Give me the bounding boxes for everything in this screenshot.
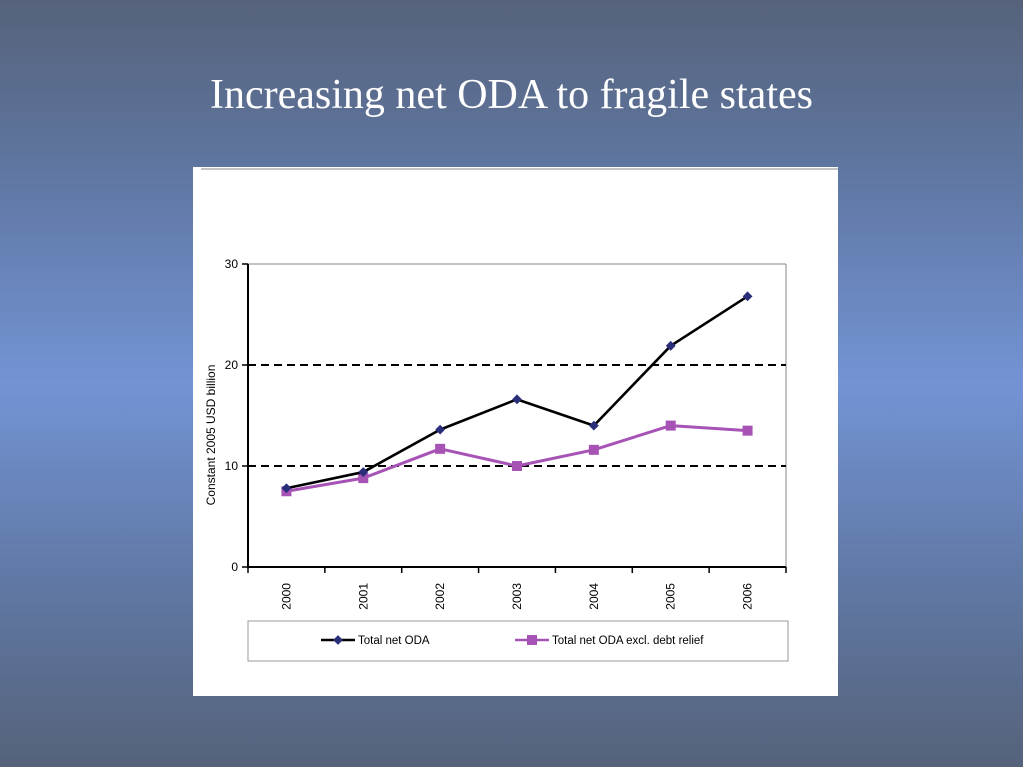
data-point <box>742 291 753 302</box>
chart-card: 0 10 20 30 2000 2001 2002 2003 2004 2005 2006 Con… <box>193 167 838 696</box>
y-tick-label: 20 <box>225 358 239 372</box>
series-layer <box>281 291 753 497</box>
data-point <box>281 483 292 494</box>
legend-label: Total net ODA excl. debt relief <box>552 635 704 647</box>
y-tick-label: 10 <box>225 459 239 473</box>
legend-swatch-marker <box>333 635 343 645</box>
x-tick-label: 2000 <box>279 583 293 610</box>
series-total-net-oda <box>281 291 753 494</box>
series-line <box>286 295 749 490</box>
x-tick-label: 2005 <box>664 583 678 610</box>
x-tick-label: 2003 <box>510 583 524 610</box>
data-point <box>512 394 522 405</box>
series-line <box>286 424 748 493</box>
line-chart: 0 10 20 30 2000 2001 2002 2003 2004 2005 2006 Con… <box>201 168 838 662</box>
legend-swatch-marker <box>527 635 537 645</box>
gridlines <box>248 364 786 467</box>
legend: Total net ODA Total net ODA excl. debt re… <box>247 620 789 662</box>
plot-area <box>248 263 787 567</box>
x-tick-label: 2004 <box>587 583 601 610</box>
y-axis: 0 10 20 30 <box>225 257 249 574</box>
data-point <box>358 467 369 477</box>
x-tick-label: 2002 <box>433 583 447 610</box>
data-point <box>742 425 753 436</box>
y-tick-label: 30 <box>225 257 239 271</box>
data-point <box>358 473 369 484</box>
data-point <box>588 420 599 431</box>
slide-title: Increasing net ODA to fragile states <box>210 72 813 118</box>
x-axis: 2000 2001 2002 2003 2004 2005 2006 <box>247 566 787 610</box>
y-axis-label: Constant 2005 USD billion <box>204 365 218 506</box>
data-point <box>665 340 676 351</box>
data-point <box>665 420 676 431</box>
x-tick-label: 2001 <box>356 583 370 610</box>
data-point <box>588 444 599 455</box>
data-point <box>512 461 522 471</box>
legend-label: Total net ODA <box>358 635 430 647</box>
y-tick-label: 0 <box>231 560 238 574</box>
data-point <box>435 443 446 454</box>
data-point <box>435 424 446 435</box>
x-tick-label: 2006 <box>741 583 755 610</box>
series-total-net-oda-excl-debt-relief <box>281 420 753 497</box>
